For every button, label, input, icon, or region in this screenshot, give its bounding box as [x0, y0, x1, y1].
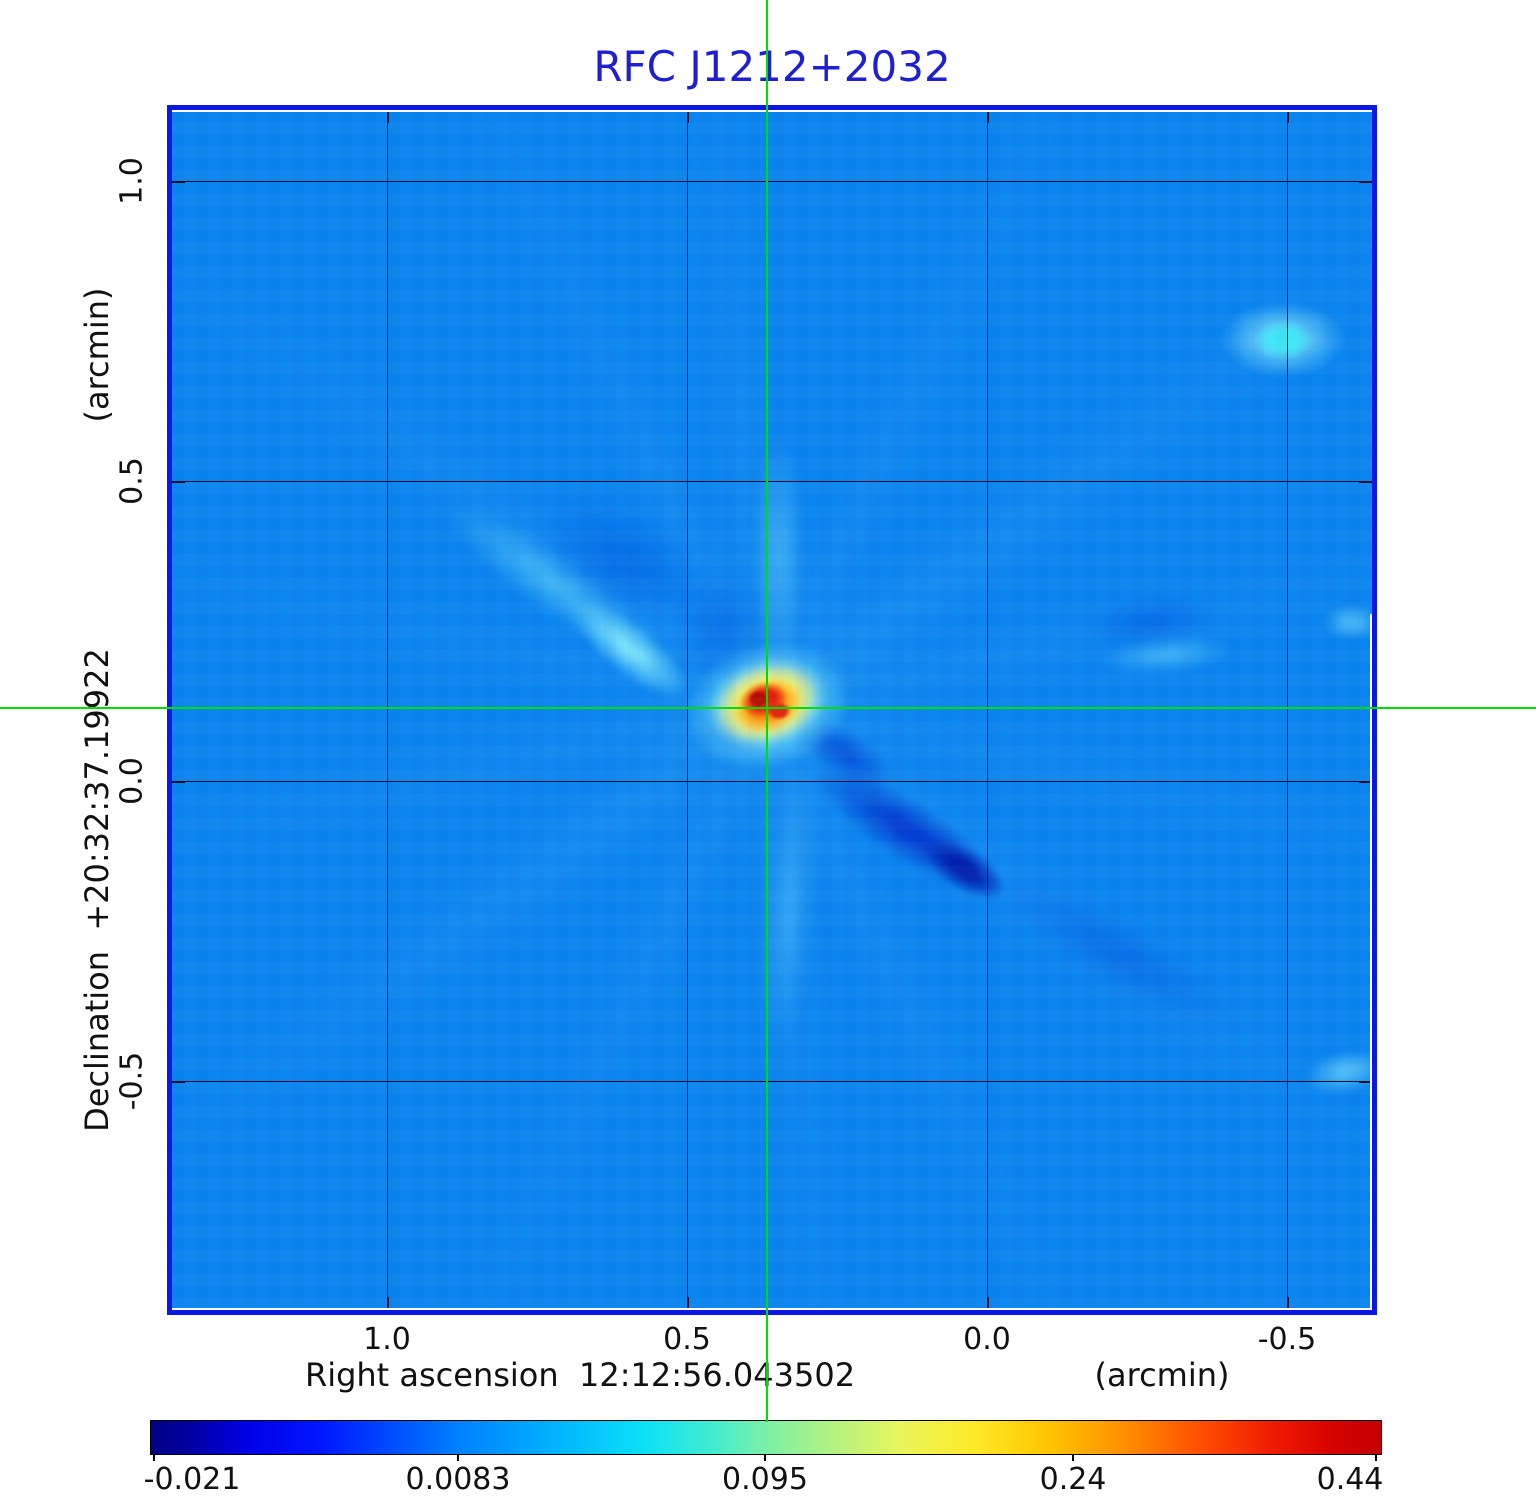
x-tick-label: 1.0: [363, 1322, 411, 1357]
gridline-vertical: [987, 110, 989, 1310]
colorbar-tick: [153, 1454, 155, 1461]
colorbar: [150, 1420, 1382, 1455]
map-feature-light-smudge-right-edge: [1321, 604, 1372, 641]
map-pixel-texture: [172, 110, 1372, 1310]
edge-tick-top: [987, 110, 990, 123]
y-tick-label: 0.0: [114, 757, 150, 805]
edge-tick-left: [172, 1081, 185, 1084]
crosshair-horizontal-line: [0, 707, 1536, 709]
edge-tick-right: [1359, 1081, 1372, 1084]
x-axis-label: Right ascension 12:12:56.043502: [304, 1356, 856, 1394]
plot-frame: [167, 105, 1377, 1315]
edge-tick-bottom: [987, 1297, 990, 1310]
edge-tick-bottom: [1287, 1297, 1290, 1310]
gridline-horizontal: [172, 781, 1372, 783]
edge-tick-right: [1359, 181, 1372, 184]
sky-map: [172, 110, 1372, 1310]
gridline-vertical: [387, 110, 389, 1310]
edge-tick-top: [687, 110, 690, 123]
gridline-horizontal: [172, 481, 1372, 483]
x-tick-label: 0.5: [663, 1322, 711, 1357]
edge-tick-right: [1359, 781, 1372, 784]
gridline-horizontal: [172, 181, 1372, 183]
map-feature-core-dark-red: [748, 690, 770, 709]
colorbar-tick: [764, 1454, 766, 1461]
y-tick-label: -0.5: [114, 1051, 150, 1111]
crosshair-vertical-line: [766, 0, 768, 1422]
edge-tick-left: [172, 181, 185, 184]
x-tick-label: -0.5: [1257, 1322, 1317, 1357]
edge-tick-top: [387, 110, 390, 123]
edge-tick-left: [172, 481, 185, 484]
gridline-vertical: [687, 110, 689, 1310]
colorbar-tick-label: 0.095: [722, 1462, 808, 1497]
gridline-vertical: [1287, 110, 1289, 1310]
map-feature-secondary-source-core: [1251, 320, 1315, 361]
edge-tick-top: [1287, 110, 1290, 123]
y-tick-label: 0.5: [114, 457, 150, 505]
x-axis-unit-label: (arcmin): [1094, 1356, 1230, 1394]
edge-tick-right: [1359, 481, 1372, 484]
edge-tick-left: [172, 781, 185, 784]
colorbar-tick: [457, 1454, 459, 1461]
frame-inset-bottom: [172, 1308, 1372, 1310]
y-axis-unit-label: (arcmin): [78, 287, 116, 423]
colorbar-tick-label: 0.24: [1039, 1462, 1107, 1497]
colorbar-tick-label: 0.0083: [405, 1462, 511, 1497]
frame-inset-right: [1370, 614, 1372, 1310]
colorbar-tick-label: 0.44: [1316, 1462, 1384, 1497]
map-feature-core-red-se-lobe: [767, 701, 792, 721]
edge-tick-bottom: [387, 1297, 390, 1310]
edge-tick-bottom: [687, 1297, 690, 1310]
x-tick-label: 0.0: [963, 1322, 1011, 1357]
gridline-horizontal: [172, 1081, 1372, 1083]
colorbar-tick: [1375, 1454, 1377, 1461]
colorbar-tick: [1072, 1454, 1074, 1461]
colorbar-tick-label: -0.021: [143, 1462, 241, 1497]
y-tick-label: 1.0: [114, 157, 150, 205]
y-axis-label: Declination +20:32:37.19922: [78, 648, 116, 1132]
frame-inset-top: [172, 110, 1372, 112]
page-title: RFC J1212+2032: [593, 42, 951, 91]
